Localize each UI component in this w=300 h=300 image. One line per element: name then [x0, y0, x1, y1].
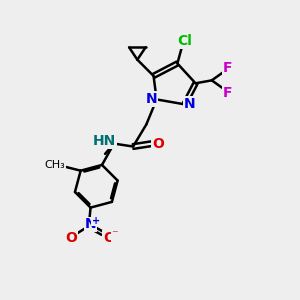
Text: O: O: [65, 231, 77, 244]
Text: O: O: [103, 231, 115, 244]
Text: HN: HN: [93, 134, 116, 148]
Text: N: N: [85, 218, 96, 231]
Text: N: N: [146, 92, 157, 106]
Text: N: N: [184, 97, 196, 111]
Text: O: O: [152, 136, 164, 151]
Text: ⁻: ⁻: [111, 228, 118, 241]
Text: CH₃: CH₃: [44, 160, 65, 170]
Text: Cl: Cl: [177, 34, 192, 48]
Text: F: F: [223, 61, 233, 75]
Text: F: F: [223, 86, 233, 100]
Text: +: +: [92, 216, 100, 226]
